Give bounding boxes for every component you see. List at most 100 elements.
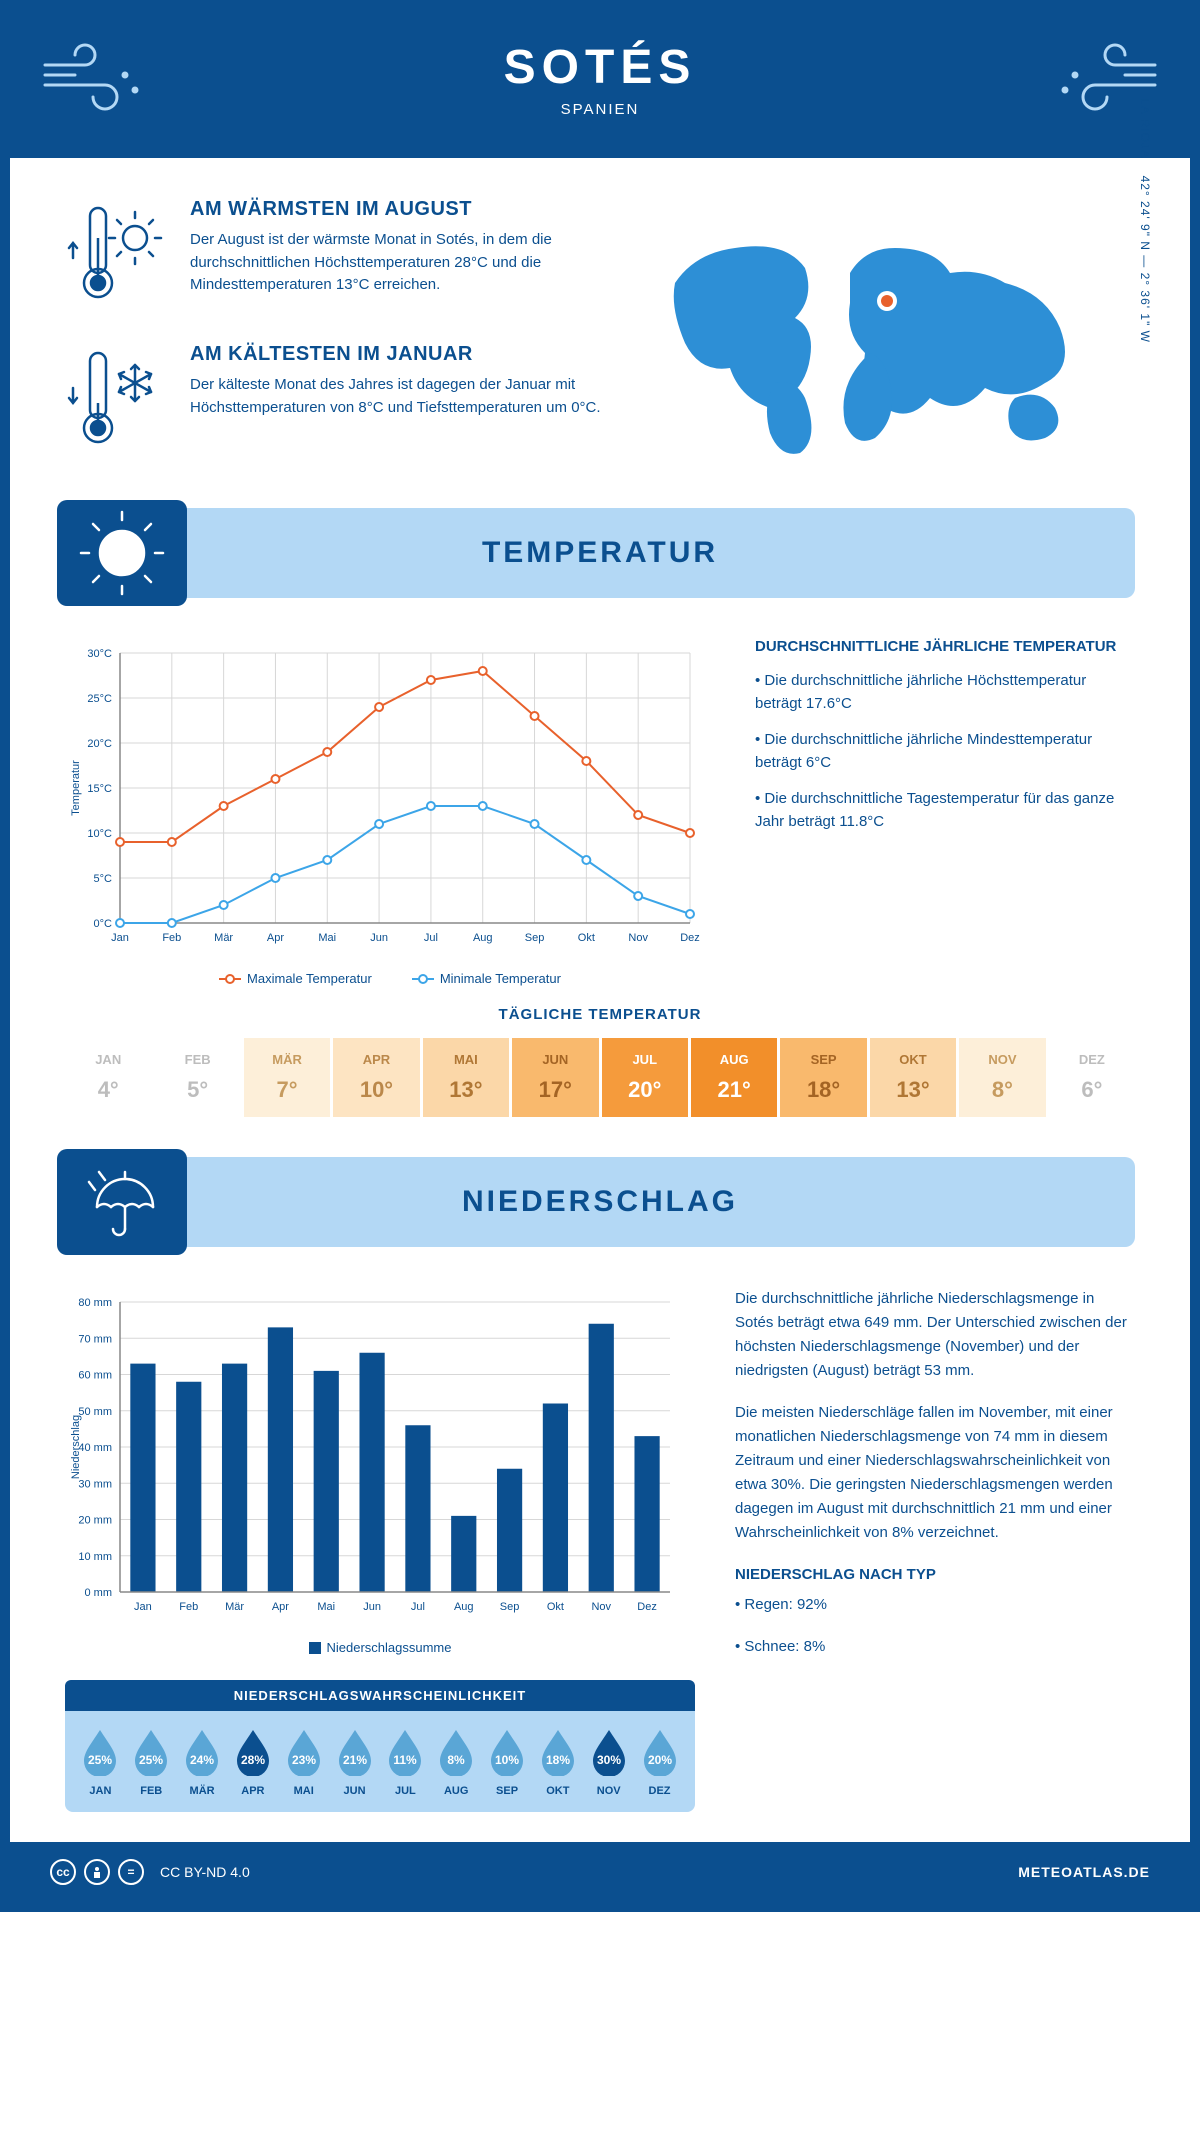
temp-cell: OKT13°: [870, 1038, 956, 1117]
temperature-header: TEMPERATUR: [65, 508, 1135, 598]
precip-type-heading: NIEDERSCHLAG NACH TYP: [735, 1563, 1135, 1587]
nd-icon: =: [118, 1859, 144, 1885]
temp-cell: MÄR7°: [244, 1038, 330, 1117]
svg-text:Nov: Nov: [628, 932, 648, 944]
prob-drop: 25% FEB: [130, 1726, 172, 1797]
svg-text:Feb: Feb: [179, 1601, 198, 1613]
temp-bullet: • Die durchschnittliche jährliche Mindes…: [755, 729, 1135, 774]
svg-text:70 mm: 70 mm: [78, 1333, 112, 1345]
temp-cell: SEP18°: [780, 1038, 866, 1117]
precip-type: • Regen: 92%: [735, 1593, 1135, 1617]
by-icon: [84, 1859, 110, 1885]
svg-text:Mär: Mär: [214, 932, 233, 944]
temperature-info: DURCHSCHNITTLICHE JÄHRLICHE TEMPERATUR •…: [755, 638, 1135, 986]
thermometer-cold-icon: [65, 343, 165, 453]
svg-text:0 mm: 0 mm: [85, 1587, 113, 1599]
warmest-title: AM WÄRMSTEN IM AUGUST: [190, 198, 625, 221]
warmest-text: Der August ist der wärmste Monat in Soté…: [190, 229, 625, 297]
svg-text:30°C: 30°C: [87, 648, 112, 660]
page-subtitle: SPANIEN: [30, 101, 1170, 118]
license: cc = CC BY-ND 4.0: [50, 1859, 250, 1885]
svg-text:60 mm: 60 mm: [78, 1370, 112, 1382]
svg-text:Jun: Jun: [370, 932, 388, 944]
temp-cell: DEZ6°: [1049, 1038, 1135, 1117]
svg-text:21%: 21%: [343, 1753, 367, 1767]
svg-text:Sep: Sep: [525, 932, 545, 944]
umbrella-icon: [57, 1149, 187, 1255]
svg-text:25%: 25%: [88, 1753, 112, 1767]
svg-text:11%: 11%: [394, 1753, 418, 1767]
svg-text:Jun: Jun: [363, 1601, 381, 1613]
temp-cell: AUG21°: [691, 1038, 777, 1117]
precipitation-title: NIEDERSCHLAG: [462, 1185, 738, 1219]
svg-text:10%: 10%: [495, 1753, 519, 1767]
svg-text:23%: 23%: [292, 1753, 316, 1767]
svg-text:25°C: 25°C: [87, 693, 112, 705]
page: SOTÉS SPANIEN AM WÄRMSTEN IM AUGUST Der …: [0, 0, 1200, 1912]
svg-text:28%: 28%: [241, 1753, 265, 1767]
svg-text:Temperatur: Temperatur: [70, 760, 82, 816]
temp-cell: FEB5°: [154, 1038, 240, 1117]
temperature-chart: 0°C5°C10°C15°C20°C25°C30°CJanFebMärAprMa…: [65, 638, 715, 986]
daily-temp-section: TÄGLICHE TEMPERATUR JAN4°FEB5°MÄR7°APR10…: [10, 1006, 1190, 1157]
svg-text:20%: 20%: [648, 1753, 672, 1767]
svg-text:18%: 18%: [546, 1753, 570, 1767]
page-title: SOTÉS: [30, 40, 1170, 95]
svg-text:Feb: Feb: [162, 932, 181, 944]
temp-cell: APR10°: [333, 1038, 419, 1117]
precipitation-probability: NIEDERSCHLAGSWAHRSCHEINLICHKEIT 25% JAN …: [65, 1680, 695, 1812]
coldest-fact: AM KÄLTESTEN IM JANUAR Der kälteste Mona…: [65, 343, 625, 453]
prob-drop: 25% JAN: [79, 1726, 121, 1797]
coldest-title: AM KÄLTESTEN IM JANUAR: [190, 343, 625, 366]
precip-type: • Schnee: 8%: [735, 1635, 1135, 1659]
temp-cell: MAI13°: [423, 1038, 509, 1117]
svg-text:0°C: 0°C: [94, 918, 113, 930]
svg-text:80 mm: 80 mm: [78, 1297, 112, 1309]
svg-text:Aug: Aug: [454, 1601, 474, 1613]
svg-text:40 mm: 40 mm: [78, 1442, 112, 1454]
intro-section: AM WÄRMSTEN IM AUGUST Der August ist der…: [10, 158, 1190, 508]
prob-drop: 18% OKT: [537, 1726, 579, 1797]
temp-bullet: • Die durchschnittliche jährliche Höchst…: [755, 670, 1135, 715]
precip-p1: Die durchschnittliche jährliche Niedersc…: [735, 1287, 1135, 1383]
precipitation-header: NIEDERSCHLAG: [65, 1157, 1135, 1247]
cc-icon: cc: [50, 1859, 76, 1885]
svg-text:20 mm: 20 mm: [78, 1515, 112, 1527]
license-text: CC BY-ND 4.0: [160, 1864, 250, 1880]
header: SOTÉS SPANIEN: [10, 10, 1190, 158]
temp-legend: .legend-item:nth-child(1) .legend-sw::af…: [65, 971, 715, 986]
svg-text:25%: 25%: [139, 1753, 163, 1767]
world-map: LA RIOJA 42° 24' 9" N — 2° 36' 1" W: [655, 198, 1135, 488]
prob-drop: 30% NOV: [588, 1726, 630, 1797]
prob-drop: 8% AUG: [435, 1726, 477, 1797]
svg-text:Nov: Nov: [591, 1601, 611, 1613]
temperature-title: TEMPERATUR: [482, 536, 718, 570]
svg-text:Sep: Sep: [500, 1601, 520, 1613]
svg-text:24%: 24%: [190, 1753, 214, 1767]
svg-text:20°C: 20°C: [87, 738, 112, 750]
svg-text:5°C: 5°C: [94, 873, 113, 885]
coords-label: LA RIOJA 42° 24' 9" N — 2° 36' 1" W: [1138, 98, 1152, 343]
prob-title: NIEDERSCHLAGSWAHRSCHEINLICHKEIT: [65, 1680, 695, 1711]
svg-text:15°C: 15°C: [87, 783, 112, 795]
svg-text:30 mm: 30 mm: [78, 1478, 112, 1490]
svg-text:Dez: Dez: [637, 1601, 657, 1613]
svg-text:Aug: Aug: [473, 932, 493, 944]
prob-drop: 21% JUN: [334, 1726, 376, 1797]
svg-text:Jan: Jan: [134, 1601, 152, 1613]
warmest-fact: AM WÄRMSTEN IM AUGUST Der August ist der…: [65, 198, 625, 308]
precipitation-chart: 0 mm10 mm20 mm30 mm40 mm50 mm60 mm70 mm8…: [65, 1287, 695, 1655]
svg-text:Dez: Dez: [680, 932, 700, 944]
coldest-text: Der kälteste Monat des Jahres ist dagege…: [190, 374, 625, 419]
svg-text:8%: 8%: [448, 1753, 466, 1767]
temp-info-heading: DURCHSCHNITTLICHE JÄHRLICHE TEMPERATUR: [755, 638, 1135, 655]
precip-p2: Die meisten Niederschläge fallen im Nove…: [735, 1401, 1135, 1545]
svg-text:Jul: Jul: [424, 932, 438, 944]
prob-drop: 24% MÄR: [181, 1726, 223, 1797]
svg-text:Jan: Jan: [111, 932, 129, 944]
daily-temp-title: TÄGLICHE TEMPERATUR: [65, 1006, 1135, 1023]
svg-text:Apr: Apr: [267, 932, 284, 944]
sun-icon: [57, 500, 187, 606]
prob-drop: 20% DEZ: [639, 1726, 681, 1797]
temp-cell: JUL20°: [602, 1038, 688, 1117]
